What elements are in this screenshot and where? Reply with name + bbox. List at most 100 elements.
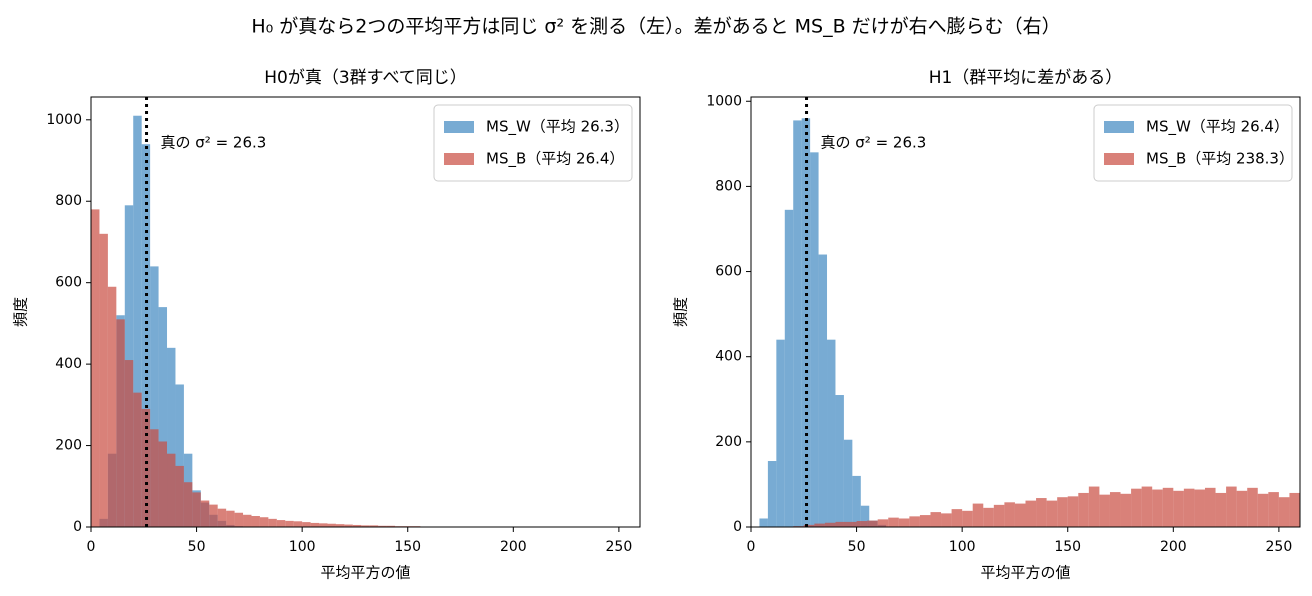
histogram-bar — [1247, 487, 1258, 527]
histogram-bar — [107, 286, 117, 527]
histogram-bar — [369, 525, 379, 527]
histogram-bar — [776, 339, 785, 527]
histogram-bar — [251, 516, 260, 527]
histogram-bar — [972, 503, 984, 527]
histogram-bar — [759, 518, 768, 527]
histogram-bar — [167, 453, 176, 527]
histogram-bar — [1131, 488, 1142, 527]
histogram-bar — [767, 461, 777, 527]
histogram-bar — [310, 522, 320, 527]
histogram-bar — [276, 520, 286, 527]
histogram-bar — [1204, 487, 1216, 527]
legend-label: MS_W（平均 26.3） — [486, 118, 629, 137]
legend-swatch — [444, 121, 474, 133]
histogram-bar — [951, 509, 963, 527]
y-axis-label: 頻度 — [672, 297, 690, 327]
y-tick-label: 600 — [55, 275, 82, 291]
histogram-bar — [803, 524, 815, 527]
y-tick-label: 0 — [733, 519, 742, 535]
x-tick-label: 100 — [949, 539, 976, 555]
x-tick-label: 0 — [87, 539, 96, 555]
histogram-bar — [818, 254, 828, 527]
x-tick-label: 150 — [1054, 539, 1081, 555]
histogram-bar — [327, 523, 336, 527]
histogram-bar — [259, 517, 269, 527]
figure-title: H₀ が真なら2つの平均平方は同じ σ² を測る（左）。差があると MS_B だ… — [251, 16, 1060, 38]
histogram-bar — [856, 521, 868, 527]
histogram-bar — [1099, 494, 1110, 527]
histogram-bar — [1194, 489, 1205, 527]
legend-label: MS_W（平均 26.4） — [1146, 118, 1289, 137]
x-tick-label: 50 — [188, 539, 206, 555]
histogram-bar — [158, 307, 168, 527]
y-tick-label: 200 — [715, 434, 742, 450]
x-tick-label: 150 — [394, 539, 421, 555]
histogram-bar — [1120, 493, 1132, 527]
histogram-bar — [1173, 490, 1184, 527]
histogram-bar — [302, 522, 311, 527]
x-tick-label: 0 — [747, 539, 756, 555]
x-tick-label: 200 — [500, 539, 527, 555]
histogram-bar — [91, 209, 100, 527]
histogram-bar — [133, 392, 142, 527]
histogram-bar — [909, 516, 920, 527]
histogram-bar — [1183, 488, 1195, 527]
histogram-bar — [962, 510, 973, 527]
x-tick-label: 100 — [289, 539, 316, 555]
y-tick-label: 400 — [715, 349, 742, 365]
histogram-bar — [124, 360, 134, 527]
histogram-bar — [158, 441, 168, 527]
histogram-bar — [335, 524, 345, 527]
histogram-bar — [1014, 503, 1026, 527]
histogram-bar — [183, 482, 193, 527]
histogram-bar — [319, 523, 328, 527]
histogram-bar — [835, 521, 847, 527]
histogram-bar — [1289, 492, 1300, 527]
legend-label: MS_B（平均 238.3） — [1146, 150, 1294, 169]
y-tick-label: 200 — [55, 438, 82, 454]
chart-title: H0が真（3群すべて同じ） — [264, 68, 467, 88]
legend-swatch — [1104, 153, 1134, 165]
legend-label: MS_B（平均 26.4） — [486, 150, 624, 169]
histogram-bar — [810, 152, 819, 527]
legend-box — [1093, 104, 1293, 182]
x-tick-label: 250 — [606, 539, 633, 555]
histogram-bar — [344, 524, 353, 527]
axes-frame — [750, 96, 1301, 528]
y-tick-label: 400 — [55, 356, 82, 372]
histogram-bar — [835, 395, 844, 527]
histogram-bar — [226, 510, 235, 527]
histogram-bar — [1067, 496, 1079, 527]
x-tick-label: 200 — [1160, 539, 1187, 555]
histogram-bar — [1046, 500, 1058, 527]
histogram-bar — [941, 513, 952, 527]
y-tick-label: 800 — [715, 178, 742, 194]
histogram-bar — [784, 209, 794, 527]
axes-frame — [90, 96, 641, 528]
histogram-bar — [1078, 492, 1089, 527]
histogram-bar — [860, 505, 870, 527]
chart-title: H1（群平均に差がある） — [929, 68, 1123, 88]
histogram-bar — [285, 520, 294, 527]
histogram-bar — [175, 384, 184, 527]
x-tick-label: 250 — [1266, 539, 1293, 555]
histogram-bar — [852, 475, 861, 527]
plot: 真の σ² = 26.3 0 50 100 150 200 250 0 200 400 600 800… — [12, 68, 641, 582]
y-tick-label: 800 — [55, 193, 82, 209]
histogram-bar — [1268, 492, 1279, 527]
legend-swatch — [1104, 121, 1134, 133]
histogram-bar — [1025, 500, 1037, 527]
x-axis-label: 平均平方の値 — [320, 564, 410, 582]
histogram-bar — [192, 492, 201, 527]
histogram-bar — [150, 429, 159, 527]
histogram-bar — [175, 465, 184, 527]
x-axis-label: 平均平方の値 — [980, 564, 1070, 582]
legend-swatch — [444, 153, 474, 165]
histogram-bar — [133, 115, 142, 527]
histogram-bar — [352, 524, 362, 527]
y-tick-label: 600 — [715, 264, 742, 280]
histogram-bar — [877, 519, 889, 527]
annotation: 真の σ² = 26.3 — [821, 134, 927, 152]
histogram-bar — [386, 525, 396, 527]
